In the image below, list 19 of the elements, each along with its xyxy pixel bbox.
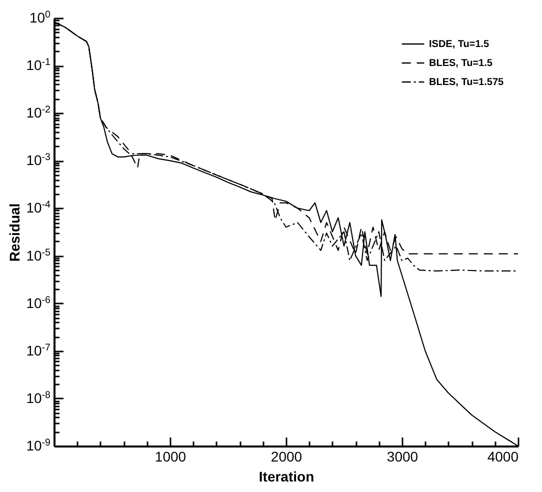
y-tick-label: 10$^{-2}$ [26,104,50,121]
y-tick-label: 10$^{-5}$ [26,246,52,264]
x-axis-title: Iteration [258,468,314,484]
x-tick-label: 2000 [270,448,302,464]
y-tick-label: 10$^{-1}$ [26,56,50,74]
y-tick-label: 10$^{-7}$ [26,342,50,358]
x-tick-label: 3000 [386,448,418,464]
legend-label: BLES, Tu=1.575 [429,77,504,88]
y-tick-label: 10$^{-3}$ [26,152,52,168]
legend-label: BLES, Tu=1.5 [429,58,493,69]
y-tick-label: 10$^{-6}$ [26,294,52,311]
y-axis-title: Residual [6,203,22,262]
y-tick-label: 10$^{-8}$ [26,389,52,406]
x-tick-label: 1000 [154,448,186,464]
y-tick-label: 10$^{-4}$ [26,199,52,216]
legend-label: ISDE, Tu=1.5 [429,39,490,50]
y-tick-label: 10$^{0}$ [29,9,52,26]
x-tick-label: 4000 [487,448,519,464]
y-tick-label: 10$^{-9}$ [26,437,50,454]
